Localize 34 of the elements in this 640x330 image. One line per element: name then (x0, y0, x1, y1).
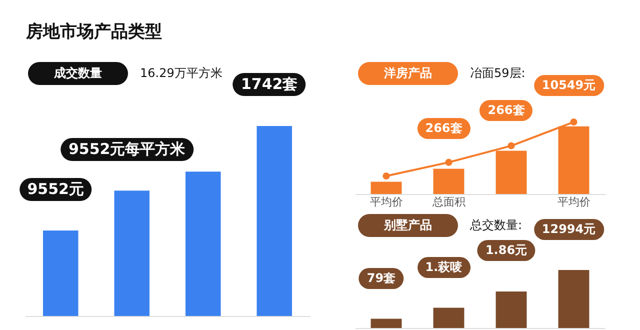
bar (370, 182, 402, 194)
point (382, 172, 390, 180)
chart-title: 洋房产品 (358, 62, 458, 85)
bar (370, 318, 402, 328)
text: 266套 (480, 100, 533, 121)
point (445, 158, 452, 166)
x-tick-label: 平均价 (557, 196, 590, 208)
annotation: 266套 (417, 118, 470, 139)
text: 总交数量: (470, 217, 522, 234)
x-tick-label: 总面积 (431, 196, 466, 208)
annotation: 1.萩唛 (417, 256, 470, 278)
text: 12994元 (534, 219, 604, 240)
bar (114, 190, 150, 316)
point (570, 118, 578, 126)
bar (185, 172, 221, 316)
text: 冶面59层: (470, 65, 526, 82)
bar (433, 308, 464, 328)
text: 10549元 (534, 75, 604, 96)
chart-title: 别墅产品 (358, 214, 458, 237)
bar (558, 270, 590, 328)
x-tick-label: 平均价 (370, 196, 403, 208)
text: 1.86元 (477, 240, 536, 262)
text: 1742套 (233, 73, 306, 96)
text: 16.29万平方米 (140, 65, 222, 82)
annotation: 79套 (358, 268, 404, 289)
chart-title: 房地市场产品类型 (26, 21, 162, 43)
chart-subtitle: 成交数量 (28, 62, 128, 85)
bar (42, 230, 78, 316)
annotation: 9552元 (19, 178, 92, 200)
point (508, 142, 515, 150)
bar (433, 168, 464, 194)
bar (256, 126, 292, 316)
annotation: 9552元每平方米 (60, 138, 194, 161)
bar (496, 291, 527, 328)
